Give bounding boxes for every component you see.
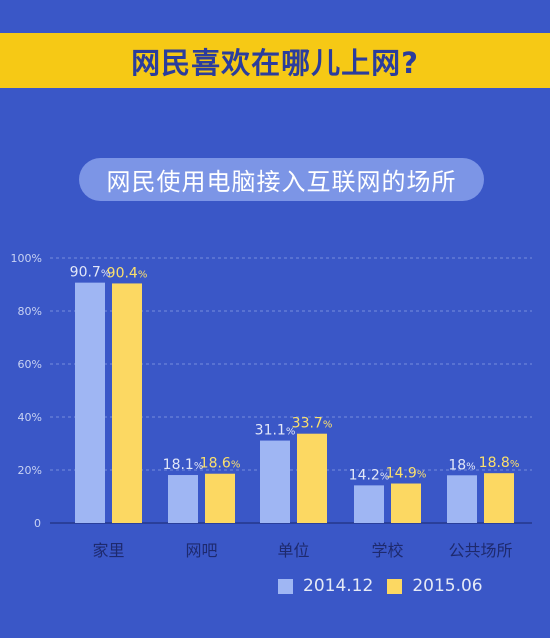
bar — [354, 485, 384, 523]
x-tick-label: 公共场所 — [448, 541, 512, 560]
bar — [205, 473, 235, 523]
data-label: 18.6% — [200, 456, 241, 472]
y-tick-label: 60% — [18, 358, 42, 371]
y-tick-label: 0 — [34, 517, 41, 530]
bar — [391, 483, 421, 523]
y-tick-label: 40% — [18, 411, 42, 424]
bar — [112, 283, 142, 523]
title-banner: 网民喜欢在哪儿上网? — [0, 33, 550, 88]
legend-item-2015: 2015.06 — [387, 576, 483, 596]
data-label: 18.8% — [479, 455, 520, 471]
data-label: 90.7% — [70, 265, 111, 281]
data-label: 90.4% — [107, 265, 148, 281]
bar — [75, 282, 105, 523]
data-label: 14.2% — [349, 467, 390, 483]
legend-swatch-2014 — [278, 578, 293, 594]
data-label: 14.9% — [386, 466, 427, 482]
bar — [447, 475, 477, 523]
data-label: 18.1% — [163, 457, 204, 473]
bar — [260, 440, 290, 523]
data-label: 33.7% — [292, 416, 333, 432]
page-title: 网民喜欢在哪儿上网? — [131, 45, 419, 80]
bar — [484, 473, 514, 523]
y-tick-label: 100% — [11, 252, 42, 265]
subtitle-pill: 网民使用电脑接入互联网的场所 — [79, 158, 484, 201]
legend-label-2015: 2015.06 — [412, 576, 483, 596]
legend-swatch-2015 — [387, 578, 403, 594]
legend-label-2014: 2014.12 — [303, 576, 374, 596]
x-tick-label: 家里 — [92, 541, 124, 560]
y-tick-label: 80% — [18, 305, 42, 318]
y-tick-label: 20% — [18, 464, 42, 477]
bar — [297, 433, 327, 523]
x-tick-label: 网吧 — [185, 541, 217, 560]
bar — [168, 475, 198, 523]
legend: 2014.12 2015.06 — [278, 575, 491, 597]
chart-subtitle: 网民使用电脑接入互联网的场所 — [106, 168, 457, 196]
data-label: 31.1% — [255, 423, 296, 439]
data-label: 18% — [448, 457, 475, 473]
x-tick-label: 单位 — [277, 541, 309, 560]
x-tick-label: 学校 — [371, 541, 403, 560]
legend-item-2014: 2014.12 — [278, 576, 373, 596]
